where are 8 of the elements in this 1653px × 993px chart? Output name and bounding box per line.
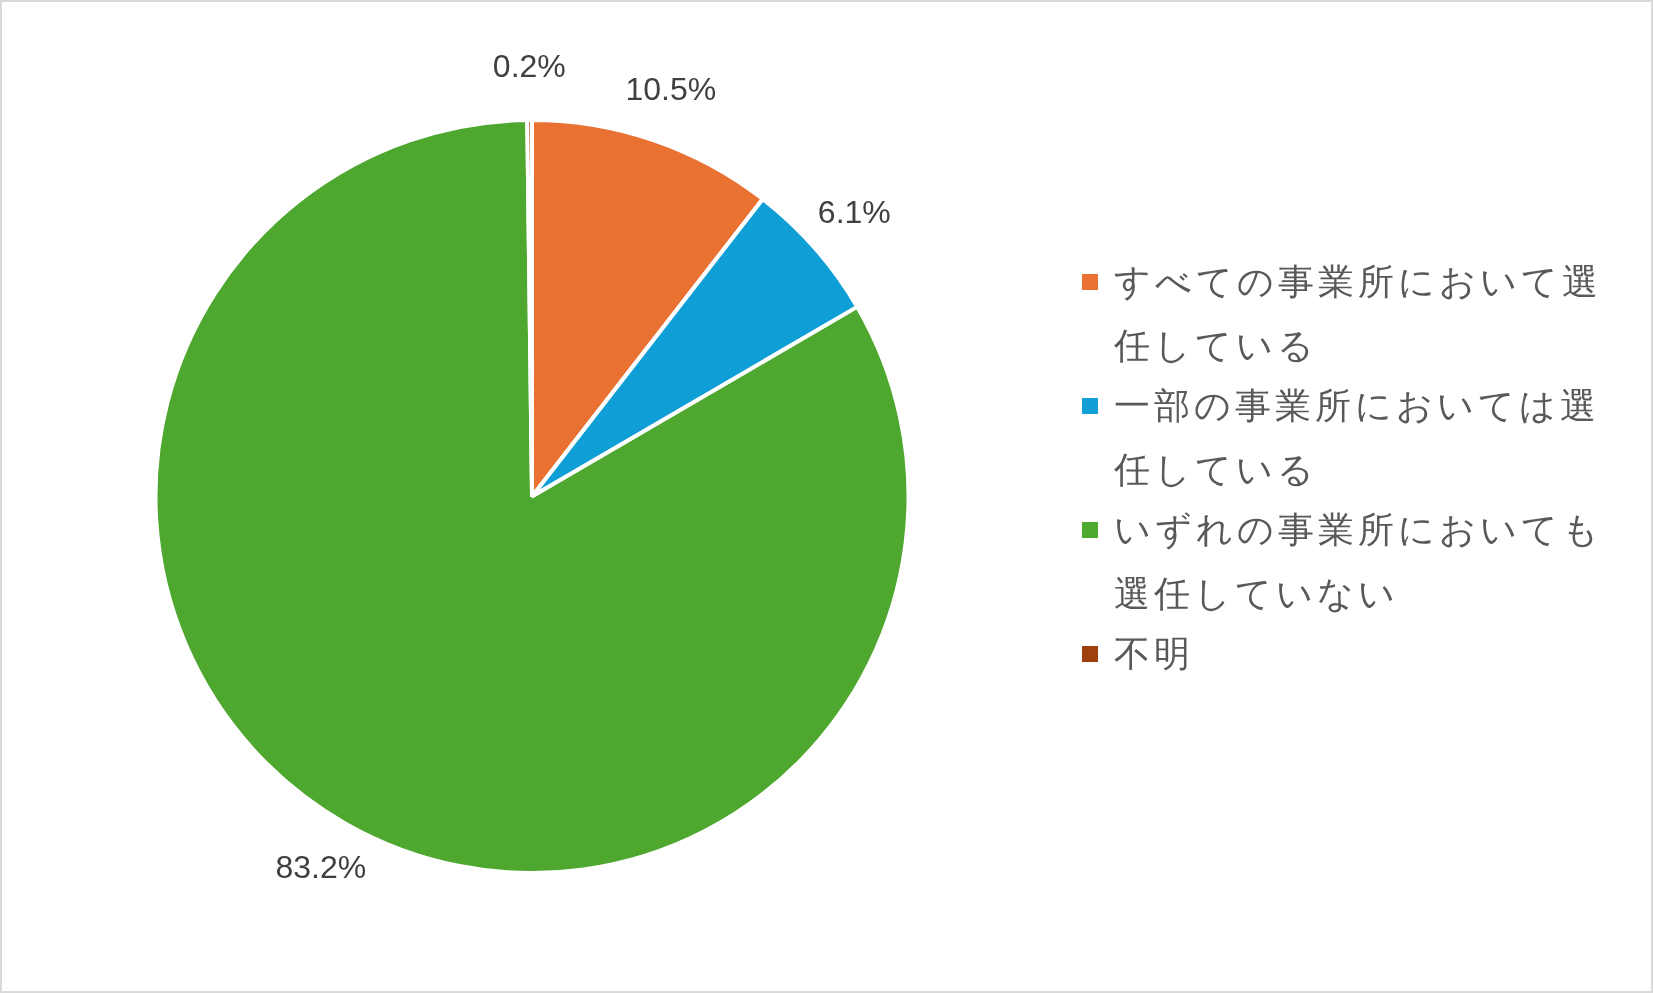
legend-label: 一部の事業所においては選任している — [1114, 384, 1601, 492]
legend-label: いずれの事業所においても選任していない — [1114, 508, 1604, 616]
data-label: 83.2% — [275, 849, 367, 886]
data-label: 0.2% — [492, 47, 566, 84]
data-label: 6.1% — [817, 193, 891, 230]
legend-label: 不明 — [1114, 632, 1195, 676]
data-label: 10.5% — [625, 70, 717, 107]
legend-label: すべての事業所において選任している — [1114, 260, 1603, 368]
